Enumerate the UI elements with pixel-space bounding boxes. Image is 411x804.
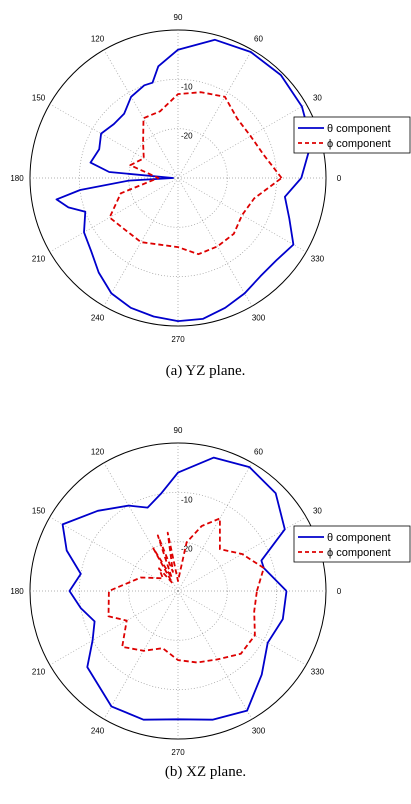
figure-yz-plane: -10 -20 0 30 60 90 120 150 180 210 240 270 300 330 θ c…	[0, 0, 411, 400]
angle-spoke	[103, 177, 179, 307]
angle-tick-label: 120	[91, 448, 105, 457]
angle-tick-label: 210	[32, 668, 46, 677]
radial-tick-label: -20	[181, 545, 193, 554]
polar-chart-xz: -10 -20 0 30 60 90 120 150 180 210 240 270 300 330 θ c…	[10, 426, 411, 757]
angle-tick-label: 210	[32, 255, 46, 264]
radial-tick-label: -10	[181, 495, 193, 504]
caption-xz: (b) XZ plane.	[164, 764, 247, 780]
angle-tick-label: 270	[171, 748, 185, 757]
angle-tick-label: 330	[311, 255, 325, 264]
angle-tick-label: 150	[32, 507, 46, 516]
angle-spoke	[177, 177, 253, 307]
legend-label-phi: ϕ component	[327, 138, 391, 150]
polar-chart-yz: -10 -20 0 30 60 90 120 150 180 210 240 270 300 330 θ c…	[10, 13, 411, 344]
angle-tick-label: 300	[252, 726, 266, 735]
radial-tick-label: -20	[181, 132, 193, 141]
radial-grid-circle	[128, 541, 228, 641]
caption-yz: (a) YZ plane.	[165, 363, 246, 379]
radial-grid-circle	[78, 78, 278, 278]
radial-grid-circle	[78, 491, 278, 691]
angle-spoke	[177, 177, 307, 253]
series-line-phi	[107, 517, 265, 664]
legend-label-theta: θ component	[327, 532, 391, 544]
angle-spoke	[177, 462, 253, 592]
angle-spoke	[103, 590, 179, 720]
angle-tick-label: 30	[313, 507, 322, 516]
series-line-theta	[55, 38, 313, 323]
figure-xz-plane: -10 -20 0 30 60 90 120 150 180 210 240 270 300 330 θ c…	[0, 404, 411, 804]
angle-tick-label: 60	[254, 448, 263, 457]
angle-tick-label: 60	[254, 35, 263, 44]
angle-tick-label: 120	[91, 35, 105, 44]
angle-spoke	[103, 49, 179, 179]
angle-tick-label: 180	[10, 174, 24, 183]
angle-tick-label: 240	[91, 313, 105, 322]
angle-spoke	[177, 49, 253, 179]
angle-spoke	[49, 177, 179, 253]
angle-spoke	[177, 103, 307, 179]
angle-tick-label: 240	[91, 726, 105, 735]
angle-tick-label: 0	[337, 587, 342, 596]
angle-spoke	[177, 590, 253, 720]
legend-box	[293, 525, 411, 563]
legend-label-phi: ϕ component	[327, 547, 391, 559]
angle-spoke	[177, 590, 307, 666]
legend-label-theta: θ component	[327, 123, 391, 135]
angle-tick-label: 300	[252, 313, 266, 322]
series-line-theta	[61, 456, 288, 721]
series-line-phi	[108, 91, 283, 256]
angle-spoke	[49, 590, 179, 666]
angle-tick-label: 0	[337, 174, 342, 183]
angle-tick-label: 180	[10, 587, 24, 596]
angle-spoke	[49, 103, 179, 179]
radial-grid-circle	[128, 128, 228, 228]
angle-tick-label: 90	[174, 426, 183, 435]
angle-tick-label: 30	[313, 94, 322, 103]
angle-tick-label: 90	[174, 13, 183, 22]
legend-box	[293, 116, 411, 154]
angle-tick-label: 150	[32, 94, 46, 103]
radial-tick-label: -10	[181, 82, 193, 91]
angle-tick-label: 330	[311, 668, 325, 677]
angle-tick-label: 270	[171, 335, 185, 344]
